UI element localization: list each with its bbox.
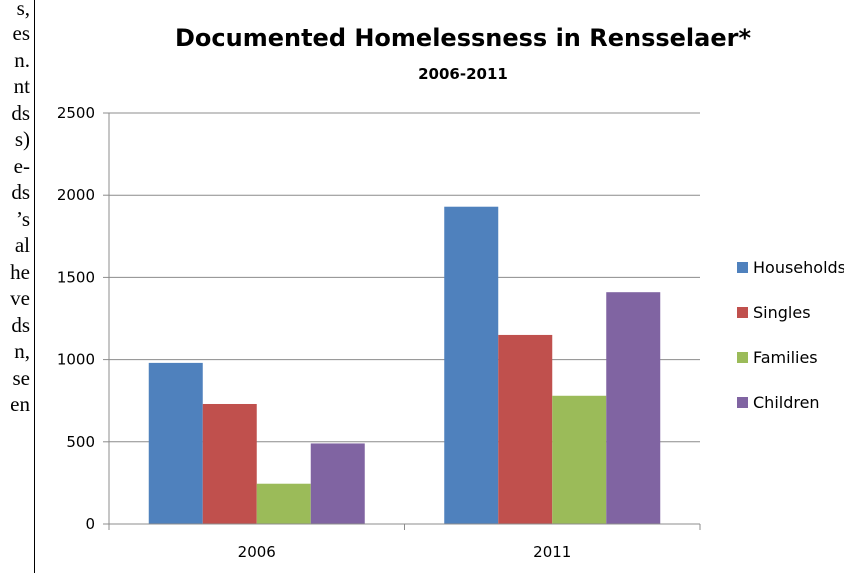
y-tick-label: 1500 (57, 268, 95, 286)
left-text-fragment: ve (10, 286, 30, 310)
legend-label: Singles (753, 303, 811, 322)
legend-label: Households (753, 258, 844, 277)
legend-label: Families (753, 348, 818, 367)
legend-swatch (737, 397, 748, 408)
left-text-fragment: s) (14, 127, 30, 151)
y-tick-label: 2000 (57, 186, 95, 204)
bar-families-2006 (256, 483, 311, 524)
bar-singles-2006 (202, 403, 257, 524)
y-tick-label: 2500 (57, 104, 95, 122)
axes (103, 112, 701, 530)
bar-households-2011 (444, 206, 499, 524)
legend-swatch (737, 307, 748, 318)
legend-item-households: Households (737, 258, 844, 278)
y-axis-tick-labels: 0 500 1000 1500 2000 2500 (57, 104, 95, 533)
bar-singles-2011 (498, 334, 553, 524)
left-text-fragment: al (14, 233, 30, 257)
bars (148, 206, 661, 524)
bar-children-2011 (606, 292, 661, 524)
left-text-fragment: se (12, 366, 31, 390)
left-text-fragment: s, (16, 0, 30, 20)
left-text-fragment: nt (13, 74, 30, 98)
chart-title: Documented Homelessness in Rensselaer* (175, 24, 751, 52)
column-divider (34, 0, 35, 573)
y-tick-label: 0 (85, 515, 95, 533)
bar-children-2006 (310, 443, 365, 524)
left-text-fragment: ds (11, 313, 30, 337)
legend-item-singles: Singles (737, 303, 844, 323)
left-text-fragment: n. (14, 48, 30, 72)
left-text-column: s, es n. nt ds s) e- ds ’s al he ve ds n… (0, 0, 32, 573)
legend-swatch (737, 262, 748, 273)
x-tick-label: 2011 (533, 543, 571, 561)
x-axis-tick-labels: 2006 2011 (238, 543, 572, 561)
left-text-fragment: es (12, 21, 31, 45)
legend-swatch (737, 352, 748, 363)
y-tick-label: 500 (66, 433, 95, 451)
left-text-fragment: e- (13, 154, 30, 178)
left-text-fragment: ’s (15, 207, 30, 231)
legend: Households Singles Families Children (737, 258, 844, 438)
bar-families-2011 (552, 395, 607, 524)
left-text-fragment: he (10, 260, 30, 284)
legend-item-families: Families (737, 348, 844, 368)
y-tick-label: 1000 (57, 351, 95, 369)
left-text-fragment: en (10, 392, 30, 416)
left-text-fragment: n, (14, 339, 30, 363)
x-tick-label: 2006 (238, 543, 276, 561)
bar-households-2006 (148, 362, 203, 524)
legend-label: Children (753, 393, 820, 412)
legend-item-children: Children (737, 393, 844, 413)
left-text-fragment: ds (11, 101, 30, 125)
left-text-fragment: ds (11, 180, 30, 204)
chart-subtitle: 2006-2011 (418, 65, 508, 83)
